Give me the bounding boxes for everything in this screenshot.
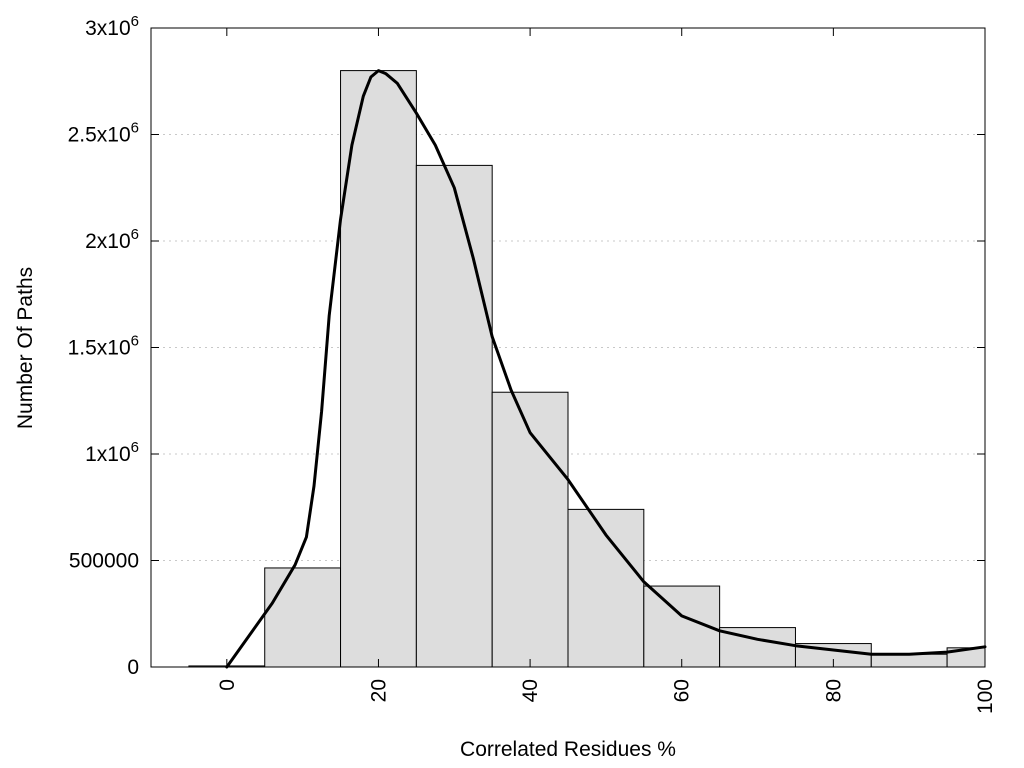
y-tick-label-0: 0 — [127, 656, 139, 679]
grid-lines — [151, 134, 985, 561]
y-axis-title: Number Of Paths — [14, 267, 37, 429]
x-axis-title: Correlated Residues % — [460, 738, 676, 761]
histogram-bar-1 — [264, 567, 342, 668]
bars — [188, 70, 986, 668]
y-tick-label-1: 500000 — [69, 550, 139, 573]
density-curve — [225, 69, 987, 669]
x-tick-label-2: 40 — [519, 679, 542, 702]
histogram-bar-4 — [491, 391, 569, 668]
y-tick-label-5: 2.5x106 — [68, 120, 139, 147]
x-tick-label-5: 100 — [974, 679, 997, 714]
x-tick-label-1: 20 — [367, 679, 390, 702]
histogram-bar-3 — [415, 164, 493, 668]
y-axis: 0 500000 1x106 1.5x106 2x106 2.5x106 3x106 — [68, 13, 985, 679]
x-tick-label-3: 60 — [671, 679, 694, 702]
histogram-bar-9 — [870, 653, 948, 668]
x-tick-label-0: 0 — [216, 679, 239, 691]
y-tick-label-6: 3x106 — [85, 13, 139, 40]
y-tick-label-3: 1.5x106 — [68, 333, 139, 360]
x-axis: 0 20 40 60 80 100 — [216, 28, 997, 714]
histogram-bar-2 — [340, 70, 417, 668]
y-tick-label-4: 2x106 — [85, 226, 139, 253]
x-tick-label-4: 80 — [822, 679, 845, 702]
y-tick-label-2: 1x106 — [85, 439, 139, 466]
